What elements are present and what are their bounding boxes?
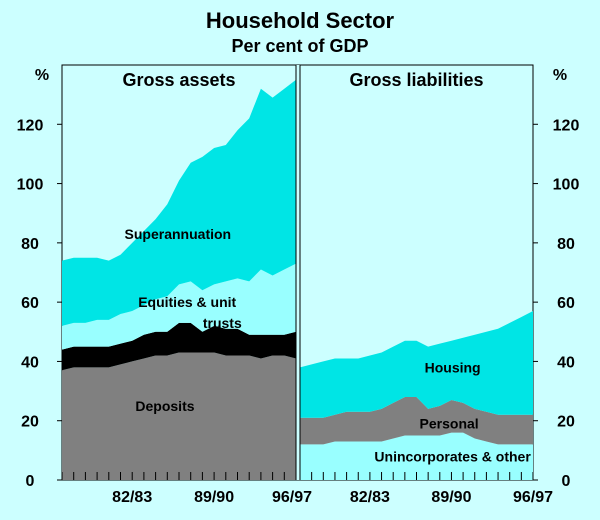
chart-subtitle: Per cent of GDP <box>231 36 368 56</box>
gross-liabilities-x-label: 96/97 <box>513 489 553 506</box>
left-unit-label: % <box>35 67 49 84</box>
gross-assets-x-label: 96/97 <box>272 489 312 506</box>
y-tick-right: 80 <box>557 236 575 253</box>
gross-liabilities-label-unincorporates-other: Unincorporates & other <box>374 448 531 464</box>
gross-assets-label-trusts: trusts <box>203 315 242 331</box>
gross-assets-area-superannuation <box>62 79 296 326</box>
right-unit-label: % <box>553 67 567 84</box>
gross-assets-area-other <box>62 322 296 371</box>
gross-liabilities-x-label: 82/83 <box>350 489 390 506</box>
gross-liabilities-title: Gross liabilities <box>349 70 483 90</box>
gross-assets-area-equities-unit-trusts <box>62 263 296 350</box>
gross-assets-label-deposits: Deposits <box>135 398 194 414</box>
gross-assets-area-deposits <box>62 352 296 480</box>
gross-liabilities-area-personal <box>300 397 533 445</box>
y-tick-left: 120 <box>17 117 44 134</box>
y-tick-left: 0 <box>26 473 35 490</box>
y-tick-left: 60 <box>21 295 39 312</box>
y-tick-left: 40 <box>21 354 39 371</box>
gross-liabilities-label-personal: Personal <box>420 416 479 432</box>
y-tick-right: 0 <box>562 473 571 490</box>
plot-area: 0 0 20 20 40 40 60 60 80 80 100 100 120 120 Gross asse… <box>17 64 580 506</box>
gross-assets-x-label: 89/90 <box>194 489 234 506</box>
gross-assets-label-other: Other <box>144 336 182 352</box>
gross-assets-label-superannuation: Superannuation <box>125 226 232 242</box>
y-tick-right: 20 <box>557 414 575 431</box>
chart-title: Household Sector <box>206 8 395 33</box>
gross-assets-x-label: 82/83 <box>112 489 152 506</box>
gross-liabilities-area-housing <box>300 311 533 418</box>
y-tick-right: 120 <box>553 117 580 134</box>
gross-liabilities-x-label: 89/90 <box>431 489 471 506</box>
gross-assets-label-equities-unit: Equities & unit <box>138 294 236 310</box>
y-tick-left: 80 <box>21 236 39 253</box>
panel-gap <box>296 65 300 480</box>
gross-liabilities-area-unincorporates-other <box>300 432 533 480</box>
y-tick-right: 40 <box>557 354 575 371</box>
y-tick-right: 100 <box>553 177 580 194</box>
gross-liabilities-label-housing: Housing <box>425 359 481 375</box>
y-tick-left: 100 <box>17 177 44 194</box>
y-tick-left: 20 <box>21 414 39 431</box>
gross-assets-title: Gross assets <box>122 70 235 90</box>
y-tick-right: 60 <box>557 295 575 312</box>
